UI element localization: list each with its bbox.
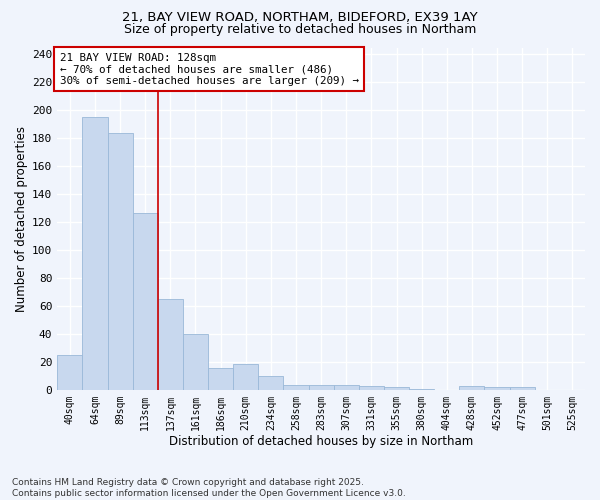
Bar xyxy=(208,368,233,390)
Bar xyxy=(107,133,133,390)
Text: 21 BAY VIEW ROAD: 128sqm
← 70% of detached houses are smaller (486)
30% of semi-: 21 BAY VIEW ROAD: 128sqm ← 70% of detach… xyxy=(60,52,359,86)
Bar xyxy=(233,364,259,390)
Bar xyxy=(359,386,384,390)
Bar xyxy=(57,356,82,390)
Bar xyxy=(334,384,359,390)
Text: Contains HM Land Registry data © Crown copyright and database right 2025.
Contai: Contains HM Land Registry data © Crown c… xyxy=(12,478,406,498)
Bar xyxy=(484,388,509,390)
Text: 21, BAY VIEW ROAD, NORTHAM, BIDEFORD, EX39 1AY: 21, BAY VIEW ROAD, NORTHAM, BIDEFORD, EX… xyxy=(122,11,478,24)
Bar xyxy=(82,118,107,390)
Bar xyxy=(283,384,308,390)
Bar xyxy=(509,388,535,390)
Bar xyxy=(259,376,283,390)
Text: Size of property relative to detached houses in Northam: Size of property relative to detached ho… xyxy=(124,22,476,36)
X-axis label: Distribution of detached houses by size in Northam: Distribution of detached houses by size … xyxy=(169,434,473,448)
Bar xyxy=(460,386,484,390)
Bar xyxy=(183,334,208,390)
Bar xyxy=(133,212,158,390)
Y-axis label: Number of detached properties: Number of detached properties xyxy=(15,126,28,312)
Bar xyxy=(409,389,434,390)
Bar xyxy=(308,384,334,390)
Bar xyxy=(158,300,183,390)
Bar xyxy=(384,388,409,390)
